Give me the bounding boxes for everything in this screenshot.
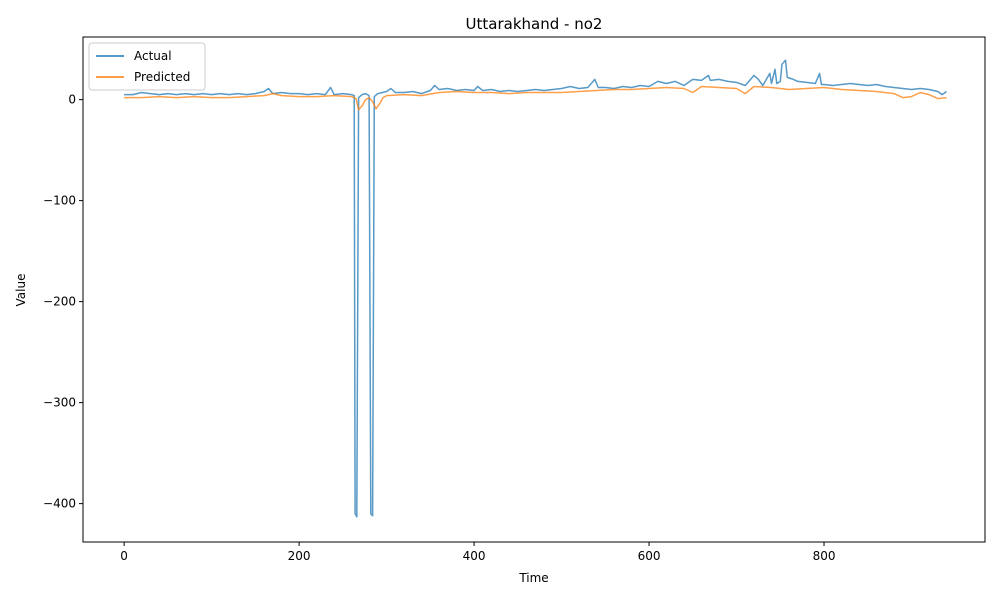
x-tick-label: 600 [638, 549, 661, 563]
y-tick-label: −300 [43, 396, 76, 410]
y-axis: 0 −100 −200 −300 −400 [43, 93, 83, 511]
x-axis-label: Time [518, 571, 548, 585]
y-axis-label: Value [14, 274, 28, 307]
y-tick-label: 0 [68, 93, 76, 107]
y-tick-label: −200 [43, 295, 76, 309]
legend-label-actual: Actual [134, 49, 172, 63]
x-tick-label: 0 [120, 549, 128, 563]
plot-area [124, 59, 947, 518]
x-tick-label: 200 [288, 549, 311, 563]
legend-box [88, 42, 206, 91]
y-tick-label: −400 [43, 497, 76, 511]
axes-frame [82, 36, 986, 543]
x-tick-label: 800 [813, 549, 836, 563]
series-line-predicted [124, 85, 947, 111]
x-axis: 0 200 400 600 800 [120, 542, 835, 563]
legend-label-predicted: Predicted [134, 70, 190, 84]
chart-title: Uttarakhand - no2 [466, 15, 603, 33]
legend: Actual Predicted [88, 42, 206, 91]
series-line-actual [124, 59, 947, 518]
y-tick-label: −100 [43, 194, 76, 208]
x-tick-label: 400 [463, 549, 486, 563]
